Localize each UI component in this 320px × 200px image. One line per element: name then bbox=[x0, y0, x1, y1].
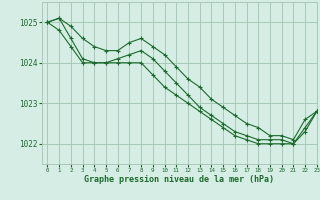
X-axis label: Graphe pression niveau de la mer (hPa): Graphe pression niveau de la mer (hPa) bbox=[84, 175, 274, 184]
